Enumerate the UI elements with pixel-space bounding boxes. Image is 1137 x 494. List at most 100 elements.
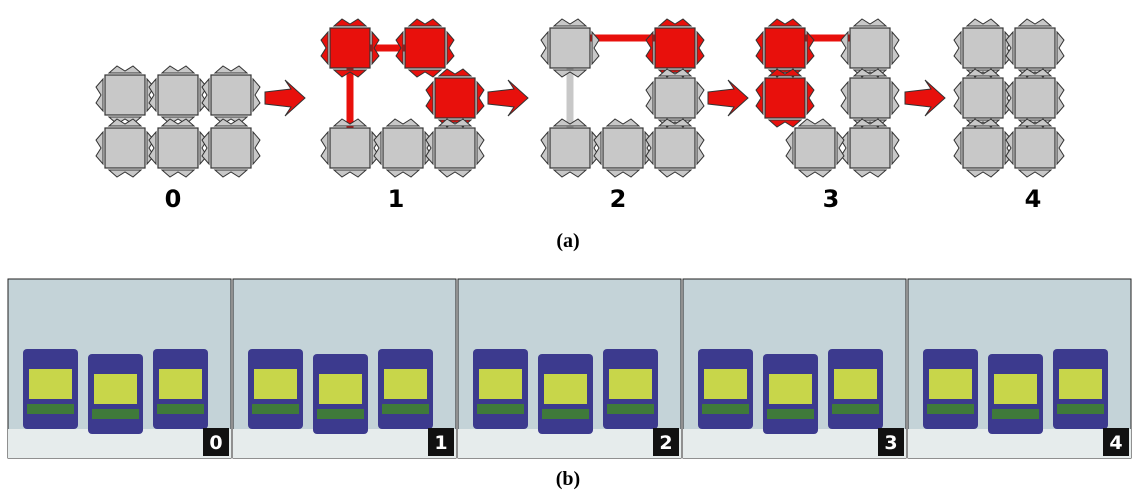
connector (162, 170, 194, 177)
arrow (708, 80, 748, 116)
arrow (488, 80, 528, 116)
frame-label: 1 (434, 432, 447, 454)
connector (769, 19, 801, 26)
connector (1057, 132, 1064, 164)
connector (697, 82, 704, 114)
connector (554, 19, 586, 26)
connector (854, 19, 886, 26)
board (992, 409, 1039, 419)
board (92, 409, 139, 419)
connector (253, 79, 260, 111)
connector (756, 82, 763, 114)
connector (607, 170, 639, 177)
module (550, 128, 590, 168)
figure: 01234 (a) 01234 (b) (0, 0, 1137, 494)
connector (387, 119, 419, 126)
module (655, 128, 695, 168)
frame-label: 4 (1109, 432, 1122, 454)
module (158, 128, 198, 168)
module (211, 75, 251, 115)
module (1015, 128, 1055, 168)
board (834, 369, 877, 399)
board (29, 369, 72, 399)
module (105, 75, 145, 115)
board (1057, 404, 1104, 414)
board (254, 369, 297, 399)
caption: (b) (556, 468, 580, 490)
connector (646, 82, 653, 114)
step-label: 1 (388, 185, 405, 213)
connector (841, 132, 848, 164)
connector (554, 170, 586, 177)
module (765, 78, 805, 118)
connector (1019, 170, 1051, 177)
connector (1057, 32, 1064, 64)
board (832, 404, 879, 414)
module (330, 28, 370, 68)
module (963, 128, 1003, 168)
connector (321, 32, 328, 64)
module (105, 128, 145, 168)
connector (215, 170, 247, 177)
board (157, 404, 204, 414)
module (435, 78, 475, 118)
connector (1057, 82, 1064, 114)
connector (334, 19, 366, 26)
board (27, 404, 74, 414)
module (405, 28, 445, 68)
step-label: 0 (165, 185, 182, 213)
connector (541, 32, 548, 64)
module (435, 128, 475, 168)
photo-panel: 0 1 2 3 4 (8, 279, 1131, 458)
module (963, 78, 1003, 118)
module (963, 28, 1003, 68)
board (317, 409, 364, 419)
module (383, 128, 423, 168)
board (94, 374, 137, 404)
connector (109, 66, 141, 73)
module (1015, 78, 1055, 118)
board (994, 374, 1037, 404)
connector (426, 82, 433, 114)
connector (799, 119, 831, 126)
board (769, 374, 812, 404)
module (795, 128, 835, 168)
board (929, 369, 972, 399)
connector (954, 132, 961, 164)
frame-label: 0 (209, 432, 222, 454)
module (1015, 28, 1055, 68)
frame-label: 2 (659, 432, 672, 454)
connector (854, 170, 886, 177)
connector (697, 132, 704, 164)
connector (409, 70, 441, 77)
connector (892, 82, 899, 114)
module (655, 28, 695, 68)
connector (96, 132, 103, 164)
connector (215, 66, 247, 73)
step-label: 3 (823, 185, 840, 213)
connector (162, 66, 194, 73)
module (850, 78, 890, 118)
board (704, 369, 747, 399)
connector (841, 82, 848, 114)
connector (477, 132, 484, 164)
connector (447, 32, 454, 64)
connector (334, 170, 366, 177)
module (550, 28, 590, 68)
board (1059, 369, 1102, 399)
connector (967, 170, 999, 177)
connector (892, 32, 899, 64)
connector (659, 19, 691, 26)
board (382, 404, 429, 414)
board (159, 369, 202, 399)
connector (954, 32, 961, 64)
board (767, 409, 814, 419)
connector (807, 82, 814, 114)
board (927, 404, 974, 414)
connector (892, 132, 899, 164)
connector (954, 82, 961, 114)
board (544, 374, 587, 404)
module (850, 28, 890, 68)
frame-label: 3 (884, 432, 897, 454)
connector (607, 119, 639, 126)
